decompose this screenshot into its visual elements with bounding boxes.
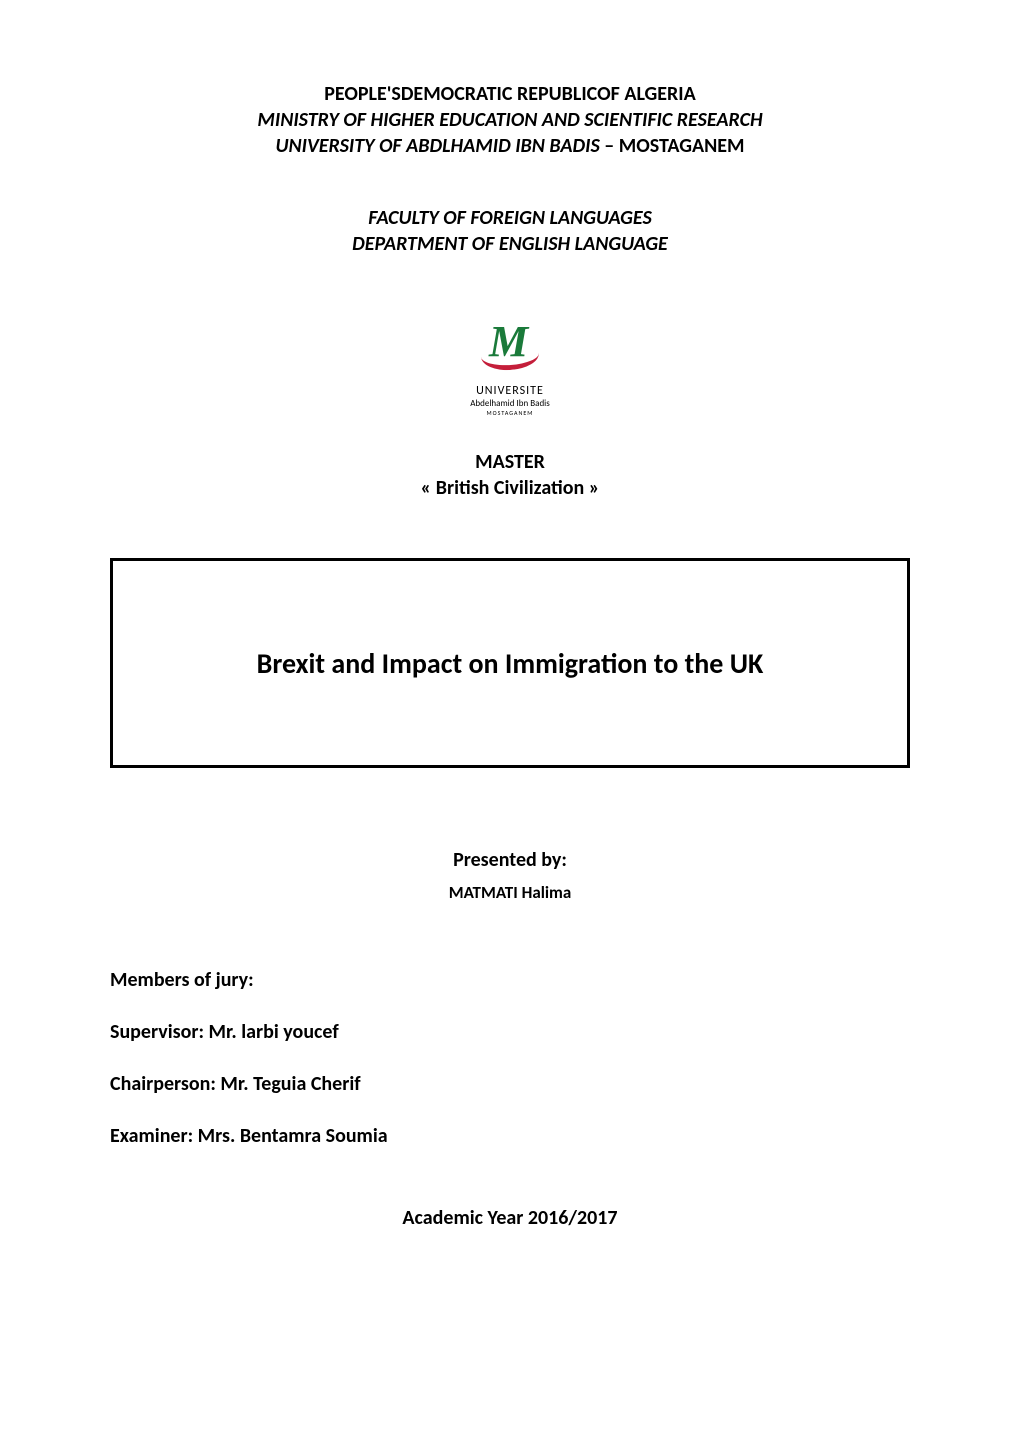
logo-icon: M	[475, 312, 545, 382]
faculty-block: FACULTY OF FOREIGN LANGUAGES DEPARTMENT …	[110, 206, 910, 256]
university-line: UNIVERSITY OF ABDLHAMID IBN BADIS – MOST…	[110, 134, 910, 158]
cover-page: PEOPLE'SDEMOCRATIC REPUBLICOF ALGERIA MI…	[0, 0, 1020, 1442]
ministry-line: MINISTRY OF HIGHER EDUCATION AND SCIENTI…	[110, 108, 910, 132]
academic-year: Academic Year 2016/2017	[110, 1206, 910, 1230]
degree-title: MASTER	[110, 450, 910, 474]
academic-year-block: Academic Year 2016/2017	[110, 1206, 910, 1230]
jury-block: Members of jury: Supervisor: Mr. larbi y…	[110, 968, 910, 1148]
presented-by-label: Presented by:	[110, 848, 910, 872]
jury-role: Examiner:	[110, 1124, 193, 1148]
degree-block: MASTER « British Civilization »	[110, 450, 910, 500]
logo-block: M UNIVERSITE Abdelhamid Ibn Badis MOSTAG…	[110, 312, 910, 420]
jury-row-supervisor: Supervisor: Mr. larbi youcef	[110, 1020, 910, 1044]
jury-row-chairperson: Chairperson: Mr. Teguia Cherif	[110, 1072, 910, 1096]
thesis-title-box: Brexit and Impact on Immigration to the …	[110, 558, 910, 768]
logo-city: MOSTAGANEM	[470, 409, 550, 417]
university-logo: M UNIVERSITE Abdelhamid Ibn Badis MOSTAG…	[470, 312, 550, 417]
department-line: DEPARTMENT OF ENGLISH LANGUAGE	[110, 232, 910, 256]
logo-univ-label: UNIVERSITE	[470, 384, 550, 398]
country-line: PEOPLE'SDEMOCRATIC REPUBLICOF ALGERIA	[110, 82, 910, 106]
jury-role: Supervisor:	[110, 1020, 204, 1044]
jury-name: Mr. Teguia Cherif	[220, 1072, 360, 1096]
jury-name: Mr. larbi youcef	[209, 1020, 339, 1044]
jury-heading: Members of jury:	[110, 968, 910, 992]
faculty-line: FACULTY OF FOREIGN LANGUAGES	[110, 206, 910, 230]
thesis-title: Brexit and Impact on Immigration to the …	[257, 646, 764, 681]
degree-subtitle: « British Civilization »	[110, 476, 910, 500]
university-name: UNIVERSITY OF ABDLHAMID IBN BADIS	[275, 134, 599, 158]
logo-institution-name: Abdelhamid Ibn Badis	[470, 398, 550, 409]
presented-block: Presented by: MATMATI Halima	[110, 848, 910, 903]
jury-role: Chairperson:	[110, 1072, 216, 1096]
logo-swoosh-icon	[480, 338, 540, 372]
jury-name: Mrs. Bentamra Soumia	[198, 1124, 388, 1148]
logo-text: UNIVERSITE Abdelhamid Ibn Badis MOSTAGAN…	[470, 384, 550, 417]
jury-row-examiner: Examiner: Mrs. Bentamra Soumia	[110, 1124, 910, 1148]
author-name: MATMATI Halima	[110, 882, 910, 903]
university-city: – MOSTAGANEM	[600, 134, 745, 158]
institution-header: PEOPLE'SDEMOCRATIC REPUBLICOF ALGERIA MI…	[110, 82, 910, 158]
logo-shield-icon: M	[475, 312, 545, 382]
